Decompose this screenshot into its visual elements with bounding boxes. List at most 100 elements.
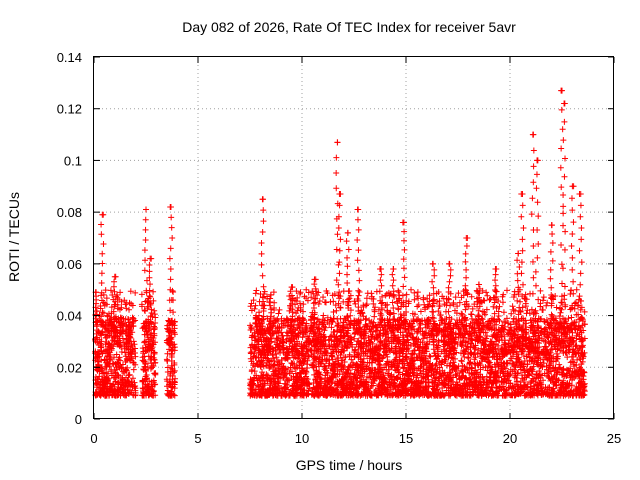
data-point (466, 360, 473, 367)
data-point (329, 356, 336, 363)
data-point (293, 288, 300, 295)
data-point (95, 358, 102, 365)
data-point (458, 358, 465, 365)
data-point (119, 389, 126, 396)
data-point (269, 363, 276, 370)
data-point (579, 344, 586, 351)
data-point (554, 343, 561, 350)
data-point (123, 299, 130, 306)
data-point (303, 392, 310, 399)
data-point (132, 289, 139, 296)
data-point (522, 329, 529, 336)
data-point (363, 379, 370, 386)
data-point (535, 355, 542, 362)
data-point (300, 379, 307, 386)
data-point (345, 317, 352, 324)
data-point (263, 371, 270, 378)
data-point (317, 376, 324, 383)
data-point (545, 384, 552, 391)
data-point (506, 371, 513, 378)
data-point (332, 358, 339, 365)
data-point (405, 377, 412, 384)
data-point (139, 345, 146, 352)
data-point (352, 374, 359, 381)
data-point (295, 330, 302, 337)
data-point (459, 368, 466, 375)
data-point (279, 332, 286, 339)
data-point (255, 341, 262, 348)
data-point (292, 327, 299, 334)
data-point (108, 347, 115, 354)
data-point (369, 331, 376, 338)
data-point (379, 379, 386, 386)
data-point (450, 359, 457, 366)
data-point (145, 391, 152, 398)
data-point (105, 375, 112, 382)
data-point (467, 320, 474, 327)
data-point (298, 340, 305, 347)
data-point (510, 315, 517, 322)
data-point (498, 366, 505, 373)
data-point (516, 390, 523, 397)
data-point (101, 384, 108, 391)
data-point (97, 305, 104, 312)
data-point (150, 362, 157, 369)
data-point (411, 296, 418, 303)
data-point (145, 392, 152, 399)
data-point (549, 313, 556, 320)
data-point (413, 354, 420, 361)
data-point (259, 302, 266, 309)
data-point (248, 300, 255, 307)
data-point (372, 347, 379, 354)
data-point (560, 315, 567, 322)
data-point (294, 383, 301, 390)
data-point (117, 314, 124, 321)
data-point (416, 350, 423, 357)
data-point (247, 322, 254, 329)
data-point (546, 370, 553, 377)
data-point (303, 325, 310, 332)
data-point (116, 335, 123, 342)
data-point (454, 303, 461, 310)
data-point (340, 298, 347, 305)
data-point (248, 325, 255, 332)
data-point (396, 360, 403, 367)
data-point (328, 324, 335, 331)
data-point (535, 340, 542, 347)
data-point (416, 383, 423, 390)
data-point (390, 373, 397, 380)
data-point (167, 370, 174, 377)
data-point (517, 384, 524, 391)
data-point (576, 354, 583, 361)
data-point (360, 313, 367, 320)
data-point (500, 360, 507, 367)
data-point (130, 338, 137, 345)
data-point (553, 382, 560, 389)
data-point (121, 339, 128, 346)
data-point (526, 366, 533, 373)
data-point (95, 351, 102, 358)
data-point (348, 341, 355, 348)
data-point (446, 362, 453, 369)
data-point (106, 322, 113, 329)
data-point (342, 385, 349, 392)
data-point (405, 388, 412, 395)
data-point (122, 349, 129, 356)
data-point (452, 371, 459, 378)
data-point (508, 385, 515, 392)
data-point (320, 294, 327, 301)
data-point (522, 392, 529, 399)
data-point (367, 346, 374, 353)
data-point (468, 365, 475, 372)
data-point (247, 355, 254, 362)
data-point (417, 308, 424, 315)
data-point (101, 356, 108, 363)
data-point (114, 359, 121, 366)
data-point (452, 363, 459, 370)
data-point (351, 349, 358, 356)
data-point (375, 354, 382, 361)
data-point (537, 371, 544, 378)
data-point (331, 364, 338, 371)
data-point (466, 376, 473, 383)
data-point (514, 370, 521, 377)
